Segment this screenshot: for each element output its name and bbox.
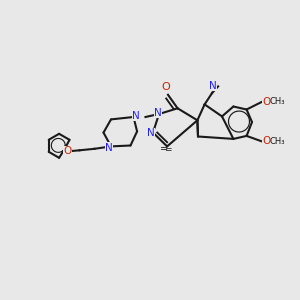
- Text: CH₃: CH₃: [269, 97, 285, 106]
- Text: N: N: [147, 128, 154, 138]
- Text: N: N: [105, 142, 112, 153]
- Text: O: O: [64, 146, 72, 156]
- Text: CH₃: CH₃: [269, 137, 285, 146]
- Text: N: N: [132, 111, 140, 121]
- Text: O: O: [262, 136, 271, 146]
- Text: =: =: [164, 146, 172, 154]
- Text: O: O: [262, 97, 271, 107]
- Text: N: N: [154, 108, 162, 118]
- Text: =: =: [160, 144, 168, 154]
- Text: N: N: [209, 81, 217, 91]
- Text: O: O: [161, 82, 170, 92]
